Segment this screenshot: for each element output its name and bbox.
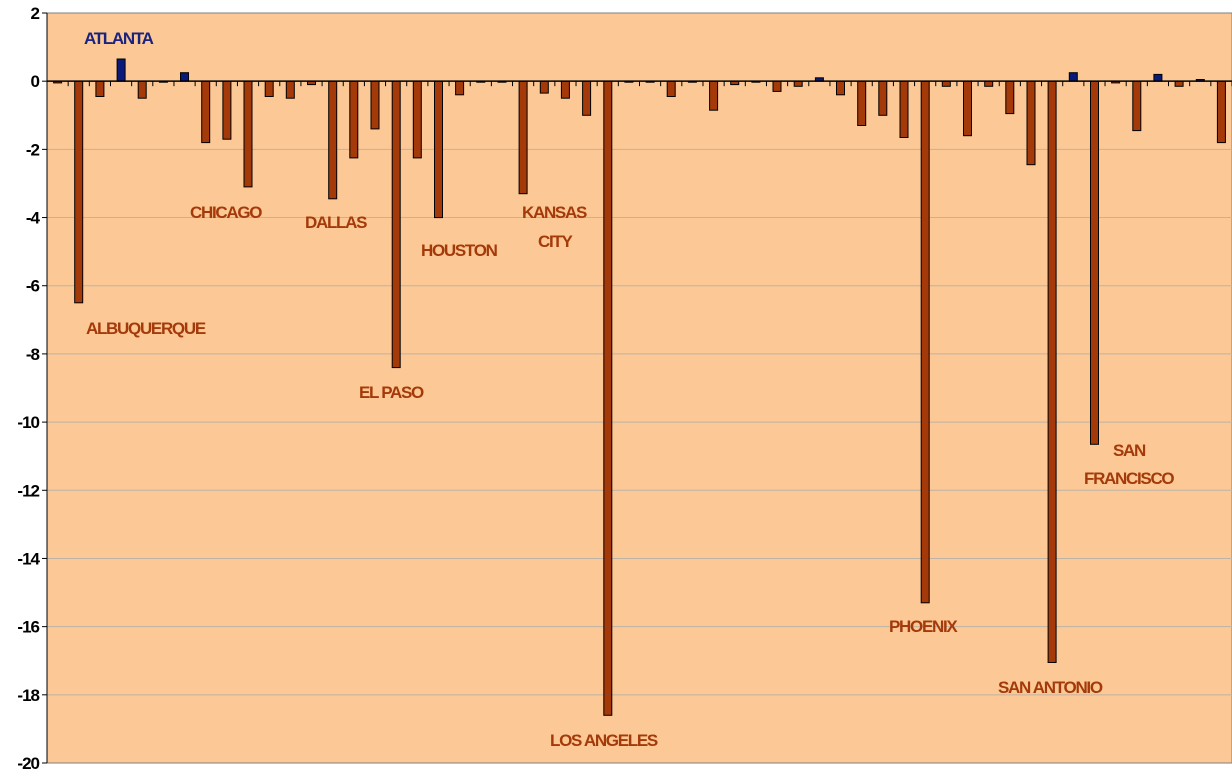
bar <box>412 80 422 159</box>
bar <box>455 80 465 96</box>
label-kansas: KANSAS <box>522 203 587 222</box>
bar <box>1153 73 1163 82</box>
bar <box>709 80 719 111</box>
y-axis-tick-labels: 2 0 -2 -4 -6 -8 -10 -12 -14 -16 -18 -20 <box>17 4 41 773</box>
bar <box>920 80 930 604</box>
bar <box>222 80 232 140</box>
bar <box>539 80 549 94</box>
y-tick-label: -2 <box>26 140 40 159</box>
y-tick-label: -14 <box>17 549 40 568</box>
label-san-antonio: SAN ANTONIO <box>998 678 1103 697</box>
bar <box>941 80 951 87</box>
bar <box>899 80 909 138</box>
label-san: SAN <box>1113 441 1146 460</box>
bar <box>878 80 888 116</box>
y-tick-label: -12 <box>17 481 39 500</box>
y-tick-label: -10 <box>17 413 39 432</box>
y-tick-label: -18 <box>17 686 39 705</box>
bar <box>603 80 613 716</box>
gridlines <box>47 148 1232 696</box>
label-el-paso: EL PASO <box>359 383 424 402</box>
bar <box>180 72 189 82</box>
y-tick-label: -6 <box>26 277 40 296</box>
bar <box>666 80 676 97</box>
bar <box>264 80 274 97</box>
bar <box>391 80 401 369</box>
y-tick-label: -8 <box>26 345 40 364</box>
y-axis-ticks <box>42 12 47 764</box>
bar <box>434 80 443 219</box>
bar <box>243 80 253 188</box>
label-francisco: FRANCISCO <box>1084 469 1174 488</box>
bar <box>582 80 592 116</box>
bar <box>285 80 295 99</box>
bar <box>857 80 867 126</box>
label-dallas: DALLAS <box>305 213 367 232</box>
bar <box>349 80 359 159</box>
bar <box>984 80 994 87</box>
bar <box>201 80 211 144</box>
bar <box>116 58 126 82</box>
bar <box>772 80 782 92</box>
bar <box>963 80 972 137</box>
bar <box>1005 80 1015 115</box>
bar <box>1026 80 1036 166</box>
bar <box>793 80 803 87</box>
bar <box>74 80 84 304</box>
y-tick-label: 2 <box>31 4 40 23</box>
label-atlanta: ATLANTA <box>84 29 154 48</box>
y-tick-label: -16 <box>17 618 39 637</box>
bar <box>137 80 147 99</box>
bar <box>560 80 570 99</box>
bar <box>95 80 105 97</box>
bar <box>1068 72 1078 82</box>
bar <box>370 80 380 130</box>
bar <box>1047 80 1057 663</box>
label-city: CITY <box>538 232 573 251</box>
label-albuquerque: ALBUQUERQUE <box>86 319 206 338</box>
bar <box>518 80 528 195</box>
y-tick-label: -4 <box>26 209 41 228</box>
bar <box>1090 80 1099 445</box>
bar <box>1216 80 1226 144</box>
bar <box>328 80 338 200</box>
label-houston: HOUSTON <box>421 241 498 260</box>
label-phoenix: PHOENIX <box>889 617 958 636</box>
label-los-angeles: LOS ANGELES <box>550 731 658 750</box>
label-chicago: CHICAGO <box>190 203 262 222</box>
y-tick-label: -20 <box>17 754 39 773</box>
y-tick-label: 0 <box>31 72 40 91</box>
x-axis-ticks <box>46 81 1232 87</box>
bar <box>1132 80 1142 132</box>
bar <box>836 80 845 96</box>
bar <box>1174 80 1184 87</box>
city-labels: ATLANTA ALBUQUERQUE CHICAGO DALLAS EL PA… <box>84 29 1176 750</box>
bars <box>53 58 1226 716</box>
